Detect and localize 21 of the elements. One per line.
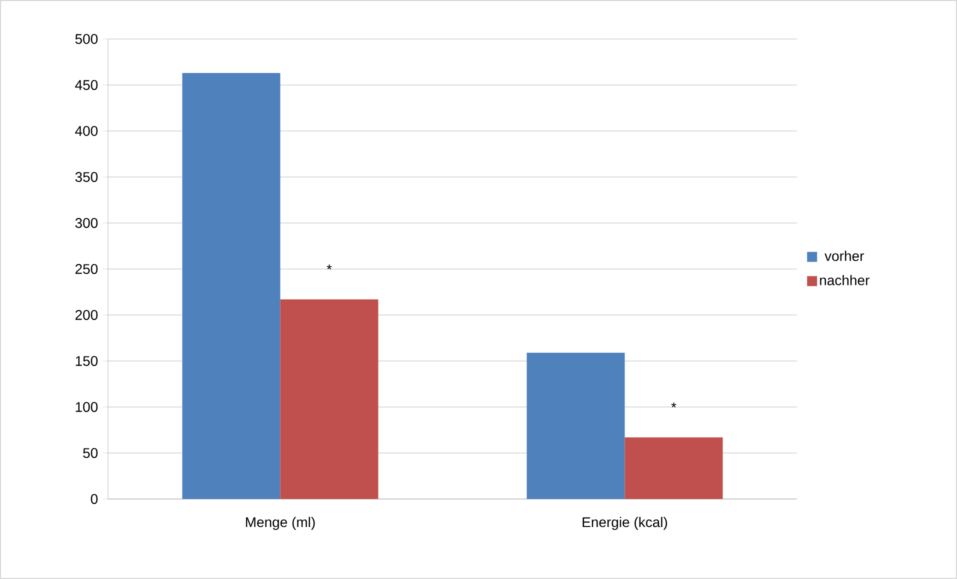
y-tick-label: 0 xyxy=(90,494,98,504)
annotation: * xyxy=(326,264,332,270)
legend-label: vorher xyxy=(824,250,864,262)
legend-label: nachher xyxy=(820,274,870,286)
bar xyxy=(280,299,378,499)
bar xyxy=(624,437,723,499)
y-tick-label: 250 xyxy=(75,264,98,274)
bar xyxy=(182,73,280,499)
y-tick-label: 500 xyxy=(75,34,98,44)
x-tick-label: Menge (ml) xyxy=(246,516,315,530)
y-tick-label: 350 xyxy=(75,172,98,182)
y-tick-label: 100 xyxy=(76,402,98,412)
bar xyxy=(526,352,625,499)
y-tick-label: 50 xyxy=(83,448,98,458)
y-tick-label: 300 xyxy=(75,218,98,228)
y-tick-label: 200 xyxy=(75,310,98,320)
y-tick-label: 400 xyxy=(75,126,98,136)
y-tick-label: 450 xyxy=(75,80,98,90)
y-tick-label: 150 xyxy=(76,356,98,366)
x-tick-label: Energie (kcal) xyxy=(582,516,668,530)
annotation: * xyxy=(671,402,676,408)
